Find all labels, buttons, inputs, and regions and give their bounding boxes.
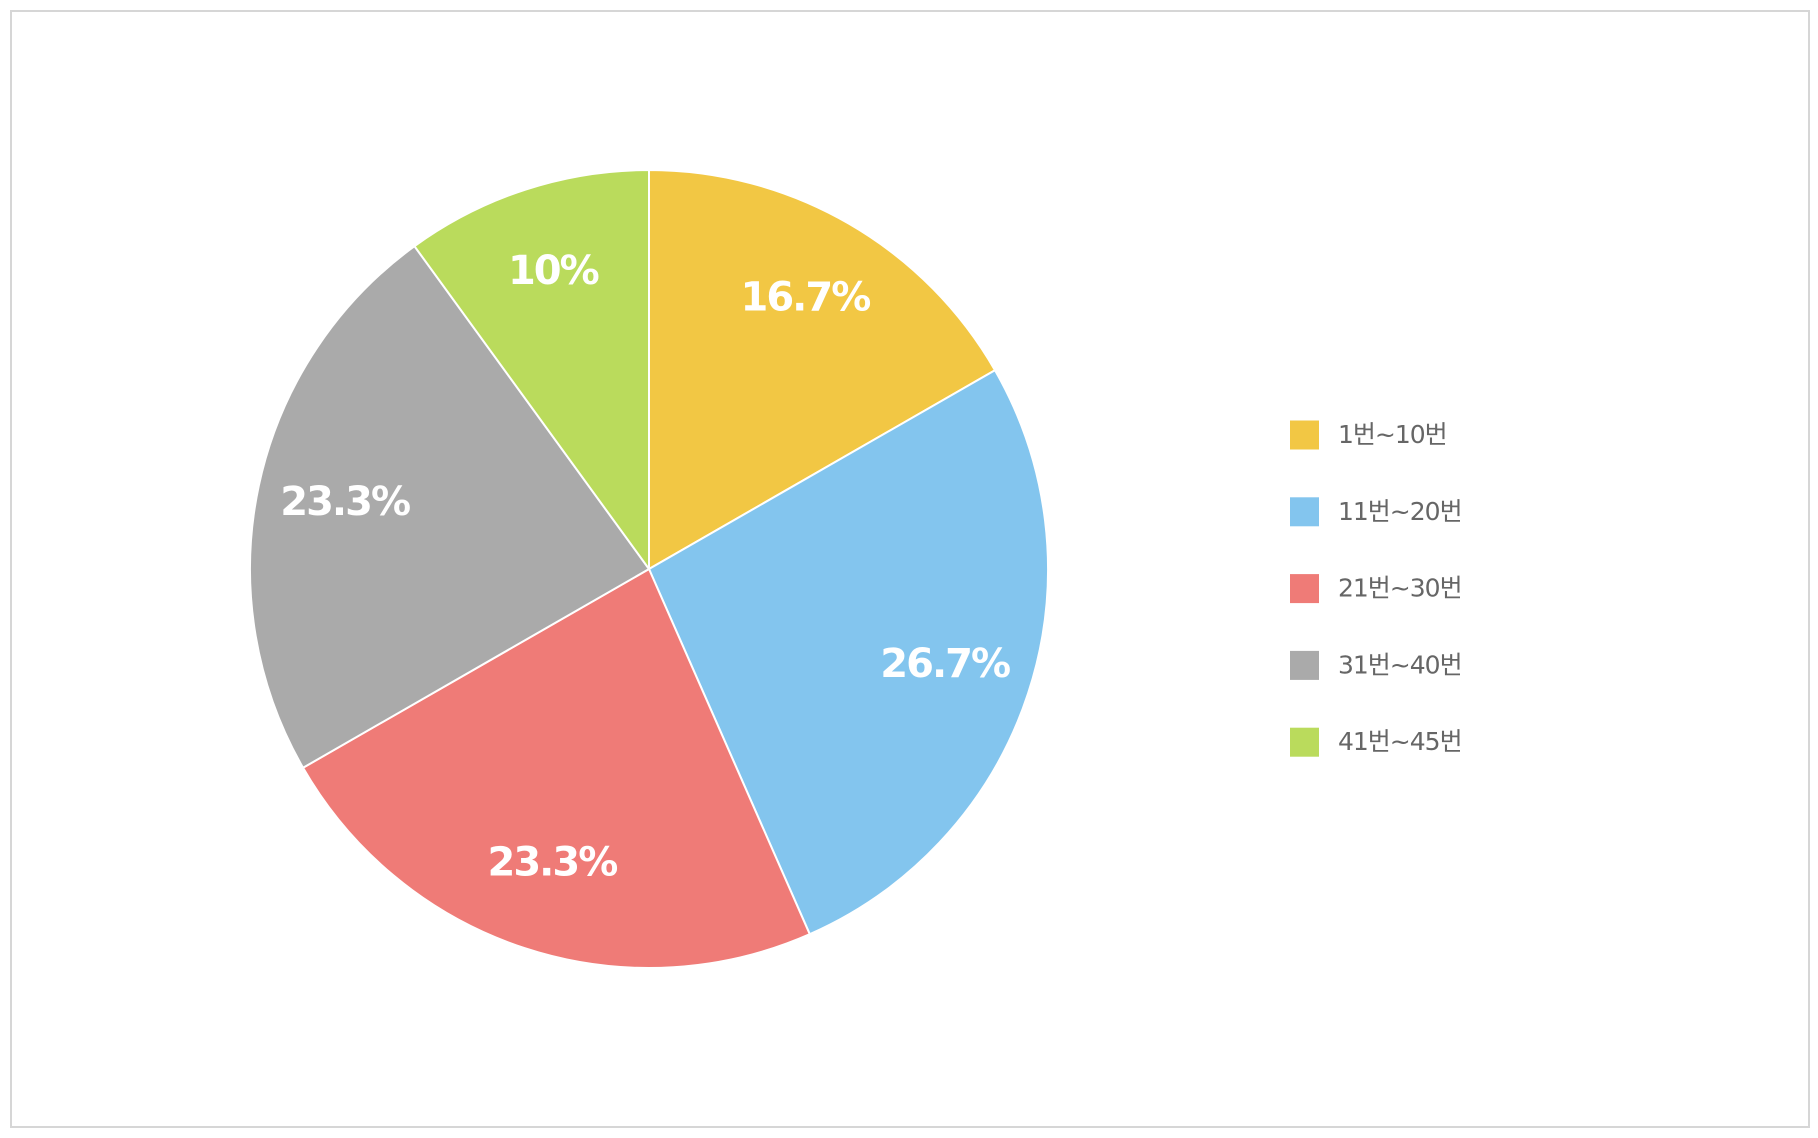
pie-slice [249, 244, 651, 770]
pie-slice [413, 168, 650, 573]
pie-slice [648, 168, 997, 571]
legend-label: 1번~10번 [1338, 420, 1447, 449]
legend-label: 41번~45번 [1338, 727, 1462, 756]
legend-swatch [1290, 727, 1319, 757]
legend-label: 11번~20번 [1338, 497, 1462, 526]
legend-swatch [1290, 574, 1319, 604]
legend-label: 31번~40번 [1338, 650, 1462, 679]
data-label: 16.7% [741, 275, 871, 321]
legend-swatch [1290, 497, 1319, 527]
data-label: 23.3% [488, 840, 618, 886]
legend-label: 21번~30번 [1338, 574, 1462, 603]
data-label: 10% [508, 248, 599, 294]
data-label: 26.7% [880, 641, 1010, 687]
legend-swatch [1290, 420, 1319, 450]
pie-slice [301, 567, 812, 969]
legend-swatch [1290, 650, 1319, 680]
data-label: 23.3% [280, 479, 410, 525]
